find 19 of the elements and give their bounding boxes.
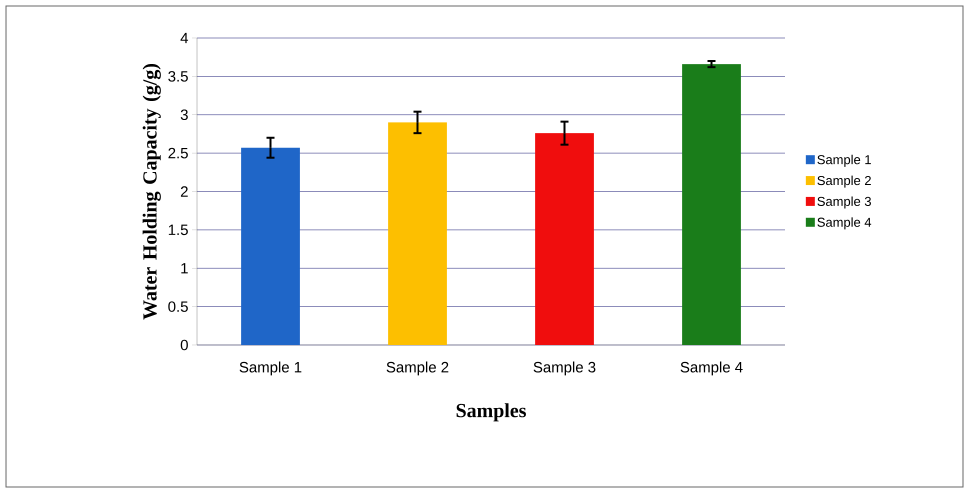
legend-label: Sample 2 — [817, 176, 871, 188]
y-tick-label: 3.5 — [168, 71, 188, 82]
legend-label: Sample 1 — [817, 154, 871, 167]
x-tick-label: Sample 1 — [240, 362, 302, 376]
y-tick-label: 2 — [180, 186, 188, 197]
y-tick-label: 4 — [180, 32, 188, 44]
x-tick-label: Sample 2 — [386, 362, 448, 376]
x-tick-label: Sample 3 — [534, 362, 596, 376]
y-tick-label: 1 — [181, 263, 188, 274]
y-tick-label: 0.5 — [168, 301, 188, 312]
legend-label: Sample 3 — [817, 196, 871, 209]
y-tick-label: 2.5 — [168, 148, 188, 158]
y-tick-label: 1.5 — [168, 224, 188, 236]
y-tick-label: 0 — [180, 340, 188, 350]
legend-label: Sample 4 — [817, 217, 872, 230]
x-tick-label: Sample 4 — [680, 362, 743, 376]
x-axis-title: Samples — [456, 403, 526, 422]
y-axis-title: Water Holding Capacity (g/g) — [142, 64, 161, 320]
y-tick-label: 3 — [180, 109, 188, 120]
